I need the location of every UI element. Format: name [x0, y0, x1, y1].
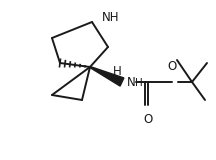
- Text: O: O: [143, 113, 153, 126]
- Text: H: H: [113, 64, 121, 77]
- Text: H: H: [135, 78, 143, 88]
- Text: N: N: [127, 76, 136, 88]
- Text: O: O: [167, 60, 177, 73]
- Text: NH: NH: [102, 11, 119, 24]
- Polygon shape: [90, 67, 124, 86]
